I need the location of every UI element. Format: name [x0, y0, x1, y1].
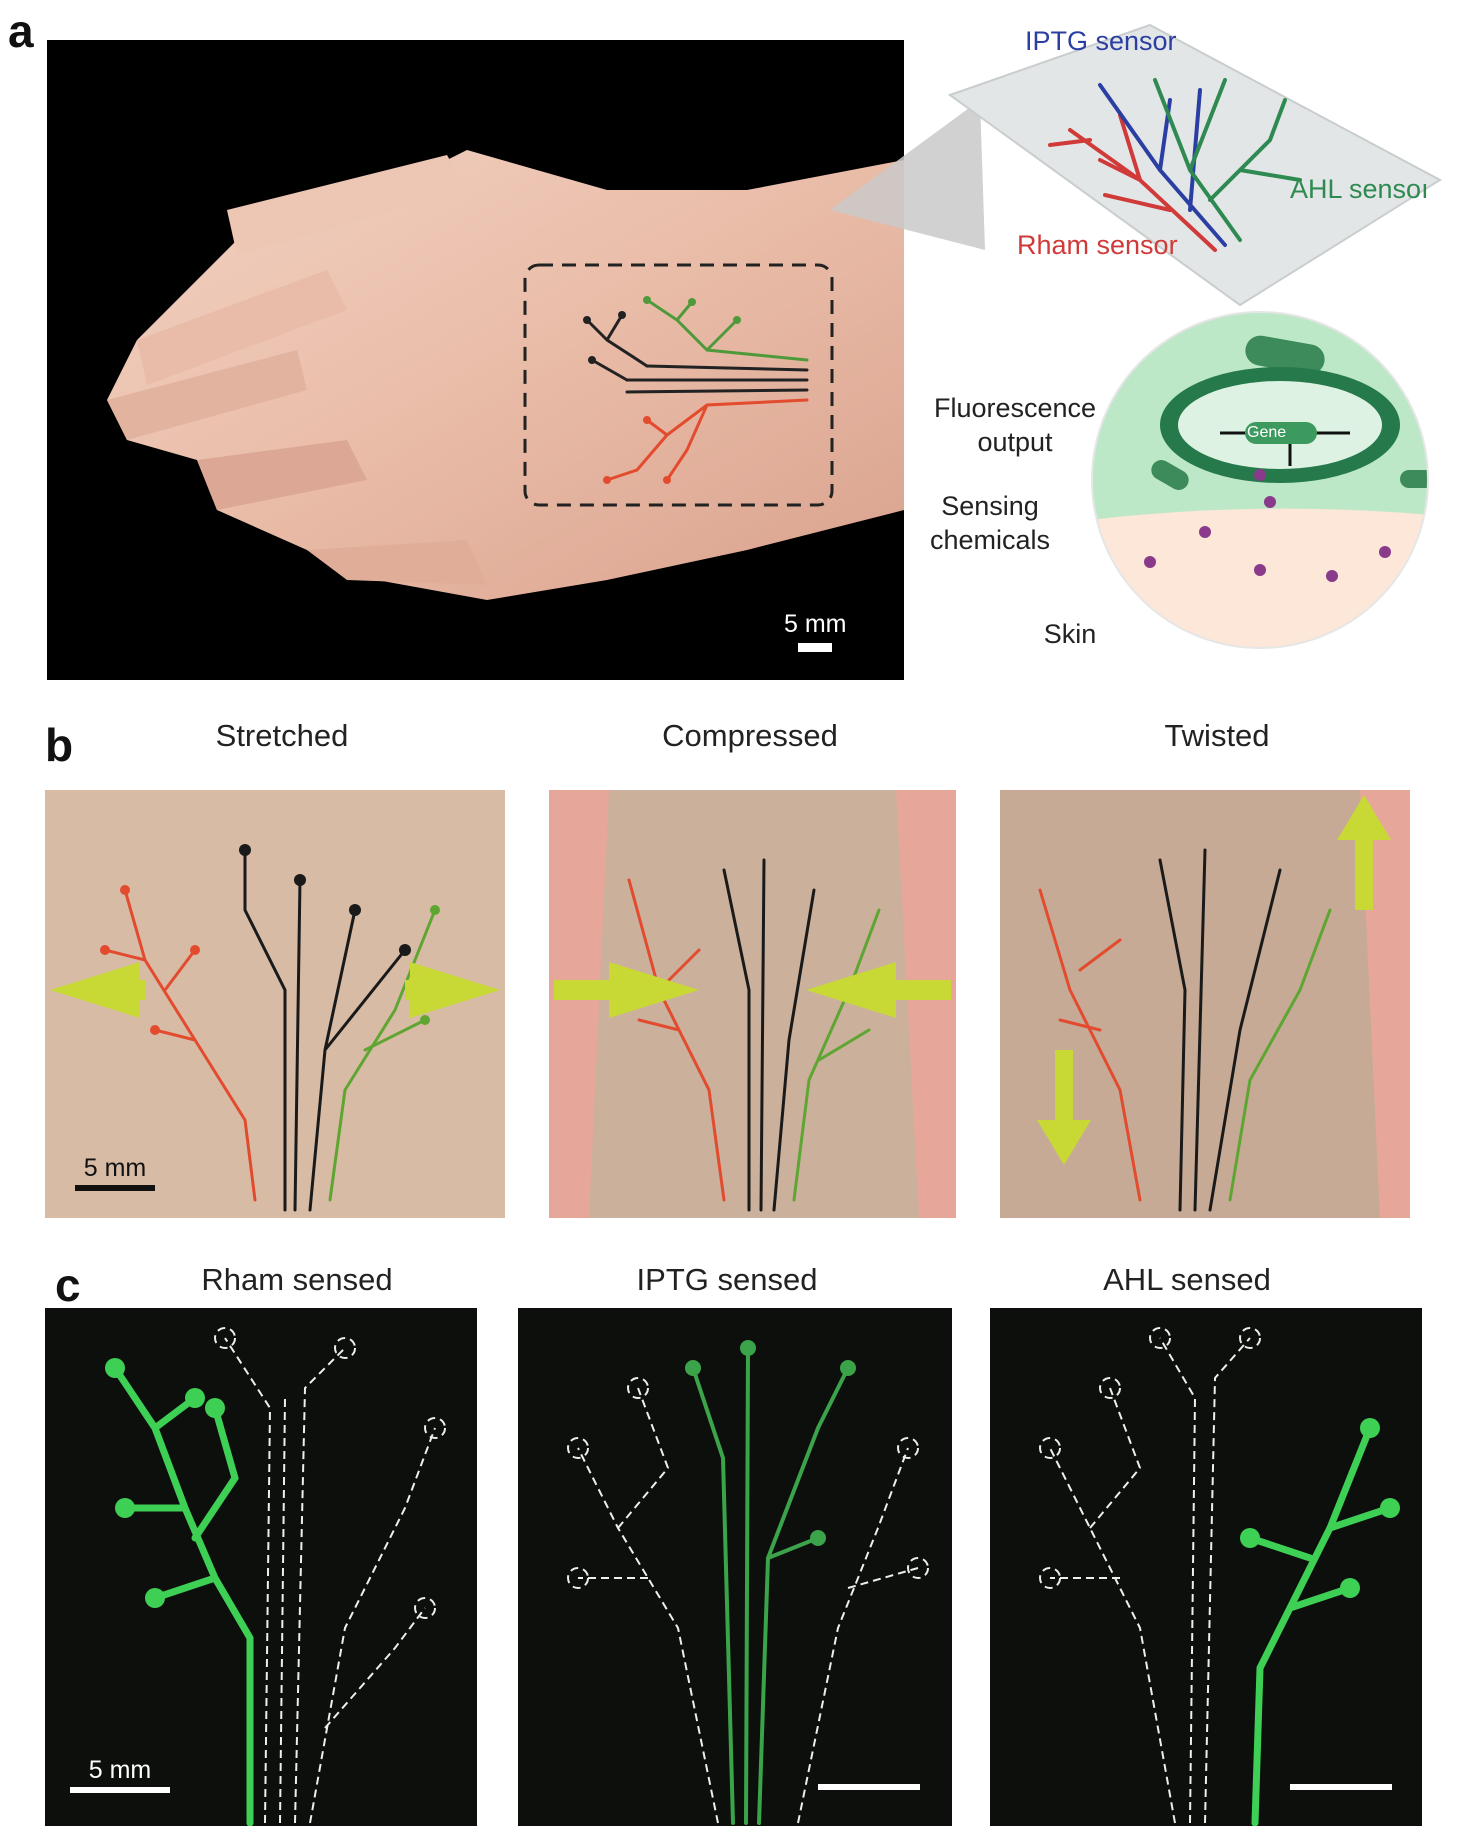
panel-b-title-twisted: Twisted [1164, 718, 1270, 753]
panel-b-twisted-photo [1000, 790, 1410, 1218]
sensor-patch-illustration [947, 23, 1442, 307]
panel-c-title-ahl: AHL sensed [1103, 1262, 1271, 1297]
iptg-sensor-label: IPTG sensor [1025, 26, 1177, 56]
panel-b-scale-bar: 5 mm [75, 1154, 155, 1191]
panel-c-title-rham: Rham sensed [201, 1262, 393, 1297]
panel-b-scale-label: 5 mm [83, 1154, 147, 1182]
panel-c-scale-label: 5 mm [88, 1756, 152, 1784]
panel-c-iptg-scale-bar [818, 1784, 920, 1790]
rham-sensor-label: Rham sensor [1017, 230, 1178, 260]
panel-b-title-compressed: Compressed [662, 718, 838, 753]
panel-a-hand-photo: 5 mm [47, 40, 904, 680]
panel-c-scale-bar: 5 mm [70, 1756, 170, 1793]
panel-a-scale-bar: 5 mm [784, 610, 847, 652]
panel-a-scale-label: 5 mm [784, 610, 847, 638]
gene-label: Gene [1247, 424, 1287, 441]
panel-letter-a: a [8, 5, 34, 57]
panel-b-title-stretched: Stretched [215, 718, 349, 753]
panel-c-title-iptg: IPTG sensed [636, 1262, 818, 1297]
panel-c-rham-sensed-image: 5 mm [45, 1308, 477, 1826]
panel-c-ahl-sensed-image [990, 1308, 1422, 1826]
panel-c-ahl-scale-bar [1290, 1784, 1392, 1790]
callout-wedge [830, 100, 985, 250]
panel-letter-c: c [55, 1259, 81, 1311]
fluorescence-output-label: Fluorescence output [933, 393, 1097, 457]
skin-label: Skin [1043, 619, 1097, 649]
panel-b-compressed-photo [549, 790, 956, 1218]
panel-b-stretched-photo: 5 mm [45, 790, 505, 1218]
ahl-sensor-label: AHL sensoı [1290, 174, 1429, 204]
panel-letter-b: b [45, 719, 74, 771]
cell-zoom-illustration [1091, 311, 1429, 649]
sensing-chemicals-label: Sensing chemicals [929, 491, 1051, 555]
panel-c-iptg-sensed-image [518, 1308, 952, 1826]
